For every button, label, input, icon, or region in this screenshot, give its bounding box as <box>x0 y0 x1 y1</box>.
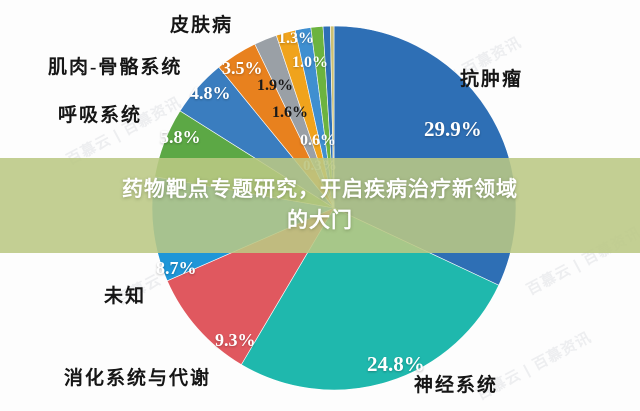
watermark-text: 百慕云 | 百慕资讯 <box>523 223 640 299</box>
pie-slice <box>240 207 500 390</box>
pie-slice-group <box>152 26 516 390</box>
category-label-respiratory: 呼吸系统 <box>58 105 143 126</box>
category-label-unknown: 未知 <box>104 286 147 307</box>
pie-chart-svg <box>152 26 516 390</box>
pie-chart <box>152 26 516 390</box>
